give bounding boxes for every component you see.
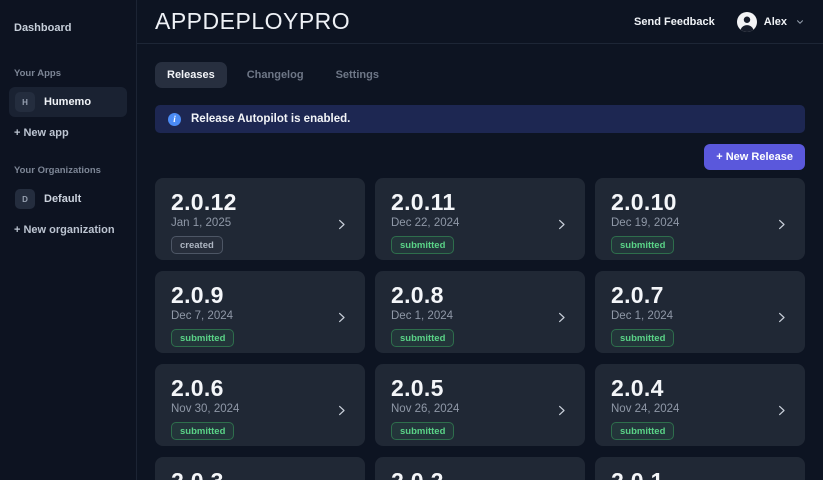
release-date: Dec 1, 2024 — [611, 310, 674, 323]
tab-changelog[interactable]: Changelog — [246, 69, 304, 81]
org-initial-icon: D — [15, 189, 35, 209]
release-date: Jan 1, 2025 — [171, 217, 232, 230]
release-version: 2.0.12 — [171, 189, 237, 215]
chevron-right-icon — [339, 219, 345, 230]
release-card[interactable]: 2.0.10 Dec 19, 2024 submitted — [595, 178, 805, 260]
sidebar-section-your-apps: Your Apps — [14, 68, 61, 79]
release-date: Nov 24, 2024 — [611, 403, 680, 416]
release-version: 2.0.6 — [171, 375, 224, 401]
main-area: APPDEPLOYPRO Send Feedback Alex — [137, 0, 823, 480]
sidebar: Dashboard Your Apps H Humemo + New app Y… — [0, 0, 137, 480]
release-version: 2.0.2 — [391, 468, 444, 480]
release-card[interactable]: 2.0.9 Dec 7, 2024 submitted — [155, 271, 365, 353]
release-version: 2.0.7 — [611, 282, 664, 308]
release-date: Dec 1, 2024 — [391, 310, 454, 323]
chevron-down-icon — [797, 19, 803, 24]
page-title: APPDEPLOYPRO — [155, 8, 351, 34]
user-avatar-icon — [736, 11, 757, 32]
release-date: Dec 19, 2024 — [611, 217, 680, 230]
chevron-right-icon — [559, 312, 565, 323]
release-card[interactable]: 2.0.5 Nov 26, 2024 submitted — [375, 364, 585, 446]
release-card[interactable]: 2.0.1 — [595, 457, 805, 480]
release-version: 2.0.10 — [611, 189, 677, 215]
tab-releases[interactable]: Releases — [155, 62, 227, 88]
new-app-button[interactable]: + New app — [14, 127, 69, 139]
release-version: 2.0.4 — [611, 375, 664, 401]
release-status-badge: created — [171, 236, 223, 255]
releases-page: Releases Changelog Settings i Release Au… — [137, 44, 823, 480]
release-card[interactable]: 2.0.6 Nov 30, 2024 submitted — [155, 364, 365, 446]
release-card[interactable]: 2.0.2 — [375, 457, 585, 480]
release-status-badge: submitted — [611, 329, 675, 348]
release-date: Nov 30, 2024 — [171, 403, 240, 416]
release-status-badge: submitted — [391, 329, 455, 348]
release-version: 2.0.8 — [391, 282, 444, 308]
sidebar-item-dashboard[interactable]: Dashboard — [14, 22, 72, 34]
sidebar-app-label: Humemo — [44, 96, 92, 108]
chevron-right-icon — [779, 219, 785, 230]
actions-row: + New Release — [155, 144, 805, 170]
chevron-right-icon — [559, 405, 565, 416]
release-card[interactable]: 2.0.7 Dec 1, 2024 submitted — [595, 271, 805, 353]
chevron-right-icon — [779, 312, 785, 323]
release-status-badge: submitted — [391, 422, 455, 441]
release-card[interactable]: 2.0.12 Jan 1, 2025 created — [155, 178, 365, 260]
sidebar-org-label: Default — [44, 193, 82, 205]
release-version: 2.0.9 — [171, 282, 224, 308]
release-version: 2.0.11 — [391, 189, 456, 215]
release-status-badge: submitted — [611, 236, 675, 255]
release-status-badge: submitted — [611, 422, 675, 441]
chevron-right-icon — [339, 312, 345, 323]
release-card[interactable]: 2.0.3 — [155, 457, 365, 480]
tab-bar: Releases Changelog Settings — [155, 62, 805, 88]
autopilot-banner: i Release Autopilot is enabled. — [155, 105, 805, 133]
send-feedback-button[interactable]: Send Feedback — [634, 15, 715, 28]
sidebar-item-org-default[interactable]: D Default — [9, 184, 127, 214]
autopilot-banner-text: Release Autopilot is enabled. — [191, 113, 351, 125]
sidebar-item-app-humemo[interactable]: H Humemo — [9, 87, 127, 117]
top-bar: APPDEPLOYPRO Send Feedback Alex — [137, 0, 823, 44]
new-organization-button[interactable]: + New organization — [14, 224, 115, 236]
release-version: 2.0.5 — [391, 375, 444, 401]
release-date: Dec 7, 2024 — [171, 310, 234, 323]
release-status-badge: submitted — [171, 329, 235, 348]
release-grid: 2.0.12 Jan 1, 2025 created 2.0.11 Dec 22… — [155, 178, 805, 480]
release-card[interactable]: 2.0.11 Dec 22, 2024 submitted — [375, 178, 585, 260]
chevron-right-icon — [559, 219, 565, 230]
info-icon: i — [168, 112, 181, 126]
chevron-right-icon — [339, 405, 345, 416]
release-card[interactable]: 2.0.8 Dec 1, 2024 submitted — [375, 271, 585, 353]
release-date: Dec 22, 2024 — [391, 217, 460, 230]
topbar-actions: Send Feedback Alex — [634, 11, 805, 32]
tab-settings[interactable]: Settings — [335, 69, 379, 81]
sidebar-section-your-organizations: Your Organizations — [14, 165, 101, 176]
release-card[interactable]: 2.0.4 Nov 24, 2024 submitted — [595, 364, 805, 446]
user-menu[interactable]: Alex — [736, 11, 805, 32]
release-version: 2.0.3 — [171, 468, 224, 480]
release-status-badge: submitted — [391, 236, 455, 255]
release-status-badge: submitted — [171, 422, 235, 441]
release-version: 2.0.1 — [611, 468, 664, 480]
release-date: Nov 26, 2024 — [391, 403, 460, 416]
user-name: Alex — [763, 15, 787, 28]
new-release-button[interactable]: + New Release — [704, 144, 805, 170]
app-initial-icon: H — [15, 92, 35, 112]
chevron-right-icon — [779, 405, 785, 416]
